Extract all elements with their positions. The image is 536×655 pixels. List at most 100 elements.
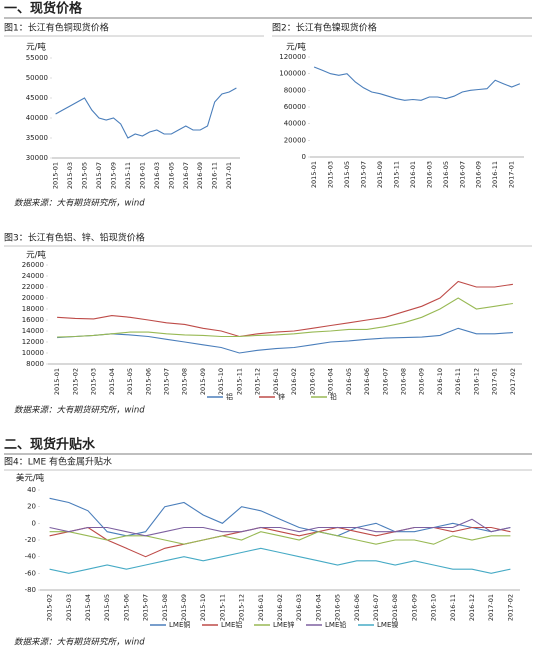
x-tick-label: 2016-01: [138, 162, 146, 189]
x-tick-label: 2015-05: [103, 594, 111, 621]
x-tick-label: 2015-12: [238, 594, 246, 621]
x-tick-label: 2016-11: [491, 161, 499, 188]
chart-title: 图2：长江有色镍现货价格: [272, 22, 377, 34]
x-tick-label: 2015-05: [126, 368, 134, 395]
x-tick-label: 2016-09: [410, 594, 418, 621]
data-line: [313, 66, 521, 101]
y-tick-label: 16000: [22, 316, 44, 324]
x-tick-label: 2015-01: [53, 368, 61, 395]
x-tick-label: 2015-11: [124, 162, 132, 189]
x-tick-label: 2016-05: [167, 162, 175, 189]
data-line: [57, 280, 513, 338]
x-tick-label: 2015-04: [84, 594, 92, 621]
x-tick-label: 2016-04: [327, 368, 335, 395]
x-tick-label: 2017-01: [491, 368, 499, 395]
y-tick-label: 20000: [284, 136, 306, 144]
x-tick-label: 2016-04: [314, 594, 322, 621]
x-tick-label: 2016-10: [436, 368, 444, 395]
y-tick-label: 24000: [22, 272, 44, 280]
x-tick-label: 2016-03: [295, 594, 303, 621]
x-tick-label: 2016-06: [353, 594, 361, 621]
x-tick-label: 2016-11: [211, 162, 219, 189]
legend-label: LME镍: [377, 620, 398, 629]
x-tick-label: 2015-10: [199, 594, 207, 621]
x-tick-label: 2015-03: [66, 162, 74, 189]
y-tick-label: 8000: [26, 360, 44, 368]
chart-title: 图3：长江有色铝、锌、铅现货价格: [4, 232, 145, 244]
chart-title: 图1：长江有色铜现货价格: [4, 22, 109, 34]
source: 数据来源：大有期货研究所，wind: [14, 637, 145, 648]
data-line: [57, 327, 513, 354]
legend-label: 铝: [226, 392, 233, 401]
y-tick-label: 30000: [26, 154, 48, 162]
y-tick-label: -60: [25, 569, 36, 577]
x-tick-label: 2017-02: [509, 368, 517, 395]
x-tick-label: 2015-10: [217, 368, 225, 395]
x-tick-label: 2015-05: [343, 161, 351, 188]
x-tick-label: 2016-11: [454, 368, 462, 395]
y-tick-label: 80000: [284, 86, 306, 94]
x-tick-label: 2016-12: [472, 368, 480, 395]
source: 数据来源：大有期货研究所，wind: [14, 198, 145, 209]
x-tick-label: 2015-08: [181, 368, 189, 395]
x-tick-label: 2015-11: [218, 594, 226, 621]
y-tick-label: 14000: [22, 327, 44, 335]
y-axis-label: 元/吨: [26, 250, 46, 261]
x-tick-label: 2016-01: [409, 161, 417, 188]
x-tick-label: 2016-08: [391, 594, 399, 621]
x-tick-label: 2015-03: [90, 368, 98, 395]
x-tick-label: 2015-07: [142, 594, 150, 621]
x-tick-label: 2015-08: [161, 594, 169, 621]
x-tick-label: 2016-03: [308, 368, 316, 395]
x-tick-label: 2016-07: [381, 368, 389, 395]
x-tick-label: 2015-05: [81, 162, 89, 189]
y-tick-label: 55000: [26, 54, 48, 62]
x-tick-label: 2016-11: [449, 594, 457, 621]
x-tick-label: 2017-01: [225, 162, 233, 189]
x-tick-label: 2015-09: [376, 161, 384, 188]
x-tick-label: 2016-09: [196, 162, 204, 189]
x-tick-label: 2015-12: [254, 368, 262, 395]
x-tick-label: 2015-03: [65, 594, 73, 621]
y-tick-label: 10000: [22, 349, 44, 357]
data-line: [49, 531, 511, 545]
y-tick-label: 45000: [26, 94, 48, 102]
x-tick-label: 2016-03: [153, 162, 161, 189]
legend-label: 铅: [330, 392, 337, 401]
x-tick-label: 2016-02: [290, 368, 298, 395]
y-tick-label: 12000: [22, 338, 44, 346]
y-tick-label: 120000: [279, 53, 306, 61]
y-tick-label: 40000: [26, 114, 48, 122]
y-tick-label: 22000: [22, 283, 44, 291]
section-heading: 二、现货升贴水: [4, 437, 96, 453]
x-tick-label: 2016-07: [182, 162, 190, 189]
y-tick-label: 60000: [284, 103, 306, 111]
legend-label: LME锌: [273, 620, 294, 629]
x-tick-label: 2016-05: [334, 594, 342, 621]
x-tick-label: 2016-08: [400, 368, 408, 395]
y-tick-label: 35000: [26, 134, 48, 142]
legend-label: 锌: [278, 392, 285, 401]
y-tick-label: -80: [25, 586, 36, 594]
x-tick-label: 2015-07: [163, 368, 171, 395]
x-tick-label: 2016-02: [276, 594, 284, 621]
data-line: [49, 518, 511, 537]
y-tick-label: 20: [27, 503, 36, 511]
legend-label: LME铜: [169, 620, 190, 629]
y-tick-label: 40000: [284, 120, 306, 128]
legend-label: LME铝: [221, 620, 242, 629]
y-tick-label: 0: [302, 153, 306, 161]
x-tick-label: 2016-07: [372, 594, 380, 621]
y-tick-label: -40: [25, 553, 36, 561]
x-tick-label: 2015-06: [144, 368, 152, 395]
x-tick-label: 2015-09: [199, 368, 207, 395]
y-tick-label: 18000: [22, 305, 44, 313]
source: 数据来源：大有期货研究所，wind: [14, 405, 145, 416]
y-tick-label: 40: [27, 486, 36, 494]
chart-title: 图4：LME 有色金属升贴水: [4, 456, 112, 468]
x-tick-label: 2015-02: [46, 594, 54, 621]
y-tick-label: -20: [25, 536, 36, 544]
x-tick-label: 2015-06: [122, 594, 130, 621]
x-tick-label: 2015-03: [327, 161, 335, 188]
